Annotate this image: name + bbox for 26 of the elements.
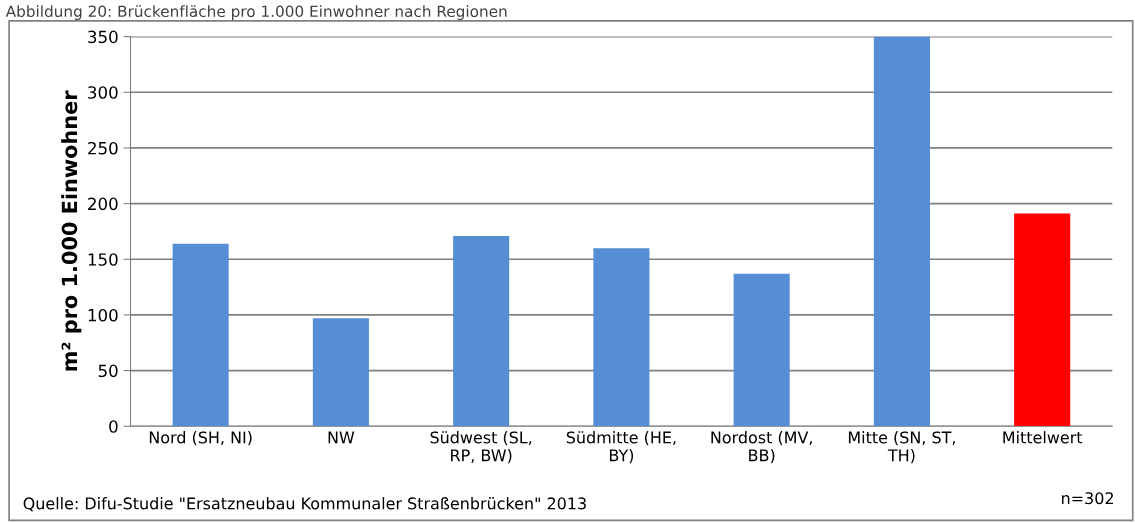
x-tick-label: Mitte (SN, ST, TH) [848, 431, 955, 464]
bar [1014, 213, 1071, 427]
y-axis-title: m² pro 1.000 Einwohner [61, 90, 82, 371]
y-tick-label: 250 [88, 141, 118, 155]
y-tick-label: 100 [88, 308, 118, 322]
x-tick-label: Südwest (SL, RP, BW) [430, 431, 532, 464]
chart-title: Abbildung 20: Brückenfläche pro 1.000 Einwohner nach Regionen [5, 5, 507, 21]
bar [873, 36, 930, 427]
x-tick-label: Südmitte (HE, BY) [566, 431, 676, 464]
bar [733, 273, 790, 427]
y-tick-label: 200 [88, 197, 118, 211]
bar [593, 248, 650, 427]
y-tick-label: 150 [88, 253, 118, 266]
x-tick-label: Nordost (MV, BB) [711, 431, 812, 464]
x-tick-label: NW [328, 431, 355, 444]
source-note: Quelle: Difu-Studie "Ersatzneubau Kommunaler Straßenbrücken" 2013 [23, 497, 586, 512]
x-tick-label: Nord (SH, NI) [149, 431, 252, 446]
y-tick-label: 300 [88, 86, 118, 99]
bar [172, 243, 229, 427]
y-tick-label: 50 [98, 364, 118, 378]
y-tick-label: 350 [88, 30, 118, 44]
y-tick-label: 0 [109, 420, 118, 433]
x-tick-label: Mittelwert [1003, 431, 1083, 444]
bar [312, 318, 369, 427]
text: n=302 [1062, 492, 1113, 505]
bar [453, 235, 510, 427]
